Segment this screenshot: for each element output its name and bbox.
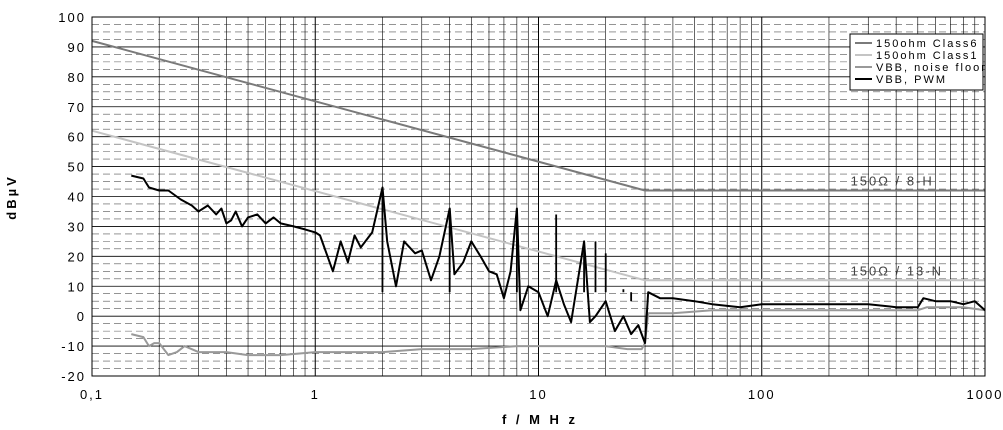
y-tick-label: 0	[77, 309, 86, 324]
y-axis-ticks: -20 -10 0 10 20 30 40 50 60 70 80 90 100	[58, 10, 86, 384]
y-tick-label: 20	[68, 249, 86, 264]
series-line-vbb-pwm	[131, 174, 986, 345]
series-line-vbb-noise-floor	[131, 306, 986, 357]
plot-frame	[91, 16, 986, 377]
x-tick-label: 10	[529, 387, 547, 402]
x-axis-ticks: 0,1 1 10 100 1000	[80, 387, 1003, 402]
limit-label: 150Ω / 13-N	[851, 263, 943, 278]
y-tick-label: -20	[61, 369, 86, 384]
legend-label: 150ohm Class1	[876, 50, 978, 62]
y-tick-label: 70	[68, 100, 86, 115]
legend-label: VBB, PWM	[876, 74, 947, 86]
y-axis-title: dBµV	[4, 174, 19, 220]
limit-annotations: 150Ω / 8-H 150Ω / 13-N	[851, 174, 943, 279]
series-line-150ohm-class1	[91, 129, 985, 282]
pwm-spikes	[381, 187, 633, 302]
y-tick-label: 80	[68, 70, 86, 85]
legend-label: VBB, noise floor	[876, 62, 987, 74]
y-tick-label: -10	[61, 339, 86, 354]
y-tick-label: 60	[68, 130, 86, 145]
y-tick-label: 40	[68, 190, 86, 205]
y-tick-label: 10	[68, 279, 86, 294]
series-line-150ohm-class6	[91, 39, 985, 192]
y-tick-label: 30	[68, 219, 86, 234]
y-tick-label: 50	[68, 160, 86, 175]
legend-label: 150ohm Class6	[876, 38, 978, 50]
y-tick-label: 90	[68, 40, 86, 55]
limit-label: 150Ω / 8-H	[851, 174, 934, 189]
y-tick-label: 100	[58, 10, 86, 25]
x-axis-title: f / M H z	[502, 412, 578, 427]
grid-lines	[91, 16, 985, 377]
x-tick-label: 100	[748, 387, 776, 402]
x-tick-label: 0,1	[80, 387, 104, 402]
x-tick-label: 1000	[967, 387, 1003, 402]
series-lines	[91, 39, 986, 357]
legend-box	[849, 33, 984, 91]
x-tick-label: 1	[311, 387, 320, 402]
